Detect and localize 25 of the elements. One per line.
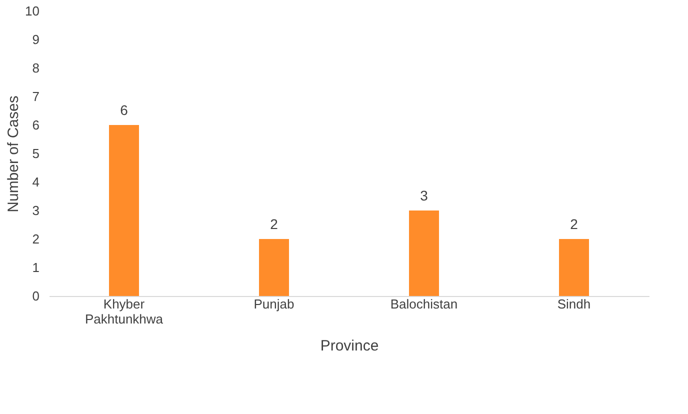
y-tick-label: 6 [32, 118, 40, 132]
y-tick-label: 10 [25, 4, 40, 18]
bar [109, 125, 139, 296]
y-tick-label: 4 [32, 174, 40, 190]
y-tick-label: 8 [32, 60, 40, 76]
y-tick-label: 3 [32, 203, 40, 218]
bar [409, 210, 439, 296]
data-label: 2 [270, 216, 278, 232]
bar [559, 239, 589, 296]
y-tick-label: 5 [32, 146, 40, 161]
y-tick-label: 9 [32, 32, 40, 47]
data-label: 6 [120, 102, 128, 118]
x-axis-title: Province [320, 338, 379, 354]
x-tick-label: Sindh [557, 296, 591, 312]
y-tick-label: 0 [32, 288, 40, 304]
x-tick-label: Punjab [254, 296, 294, 312]
data-label: 2 [570, 216, 578, 232]
x-tick-label: Balochistan [390, 296, 458, 312]
y-tick-label: 2 [32, 232, 40, 246]
bar [259, 239, 289, 296]
y-tick-label: 7 [32, 89, 40, 104]
data-label: 3 [420, 188, 428, 204]
y-tick-label: 1 [32, 260, 40, 275]
x-tick-label: Khyber Pakhtunkhwa [84, 296, 164, 326]
y-axis-title: Number of Cases [5, 96, 22, 212]
